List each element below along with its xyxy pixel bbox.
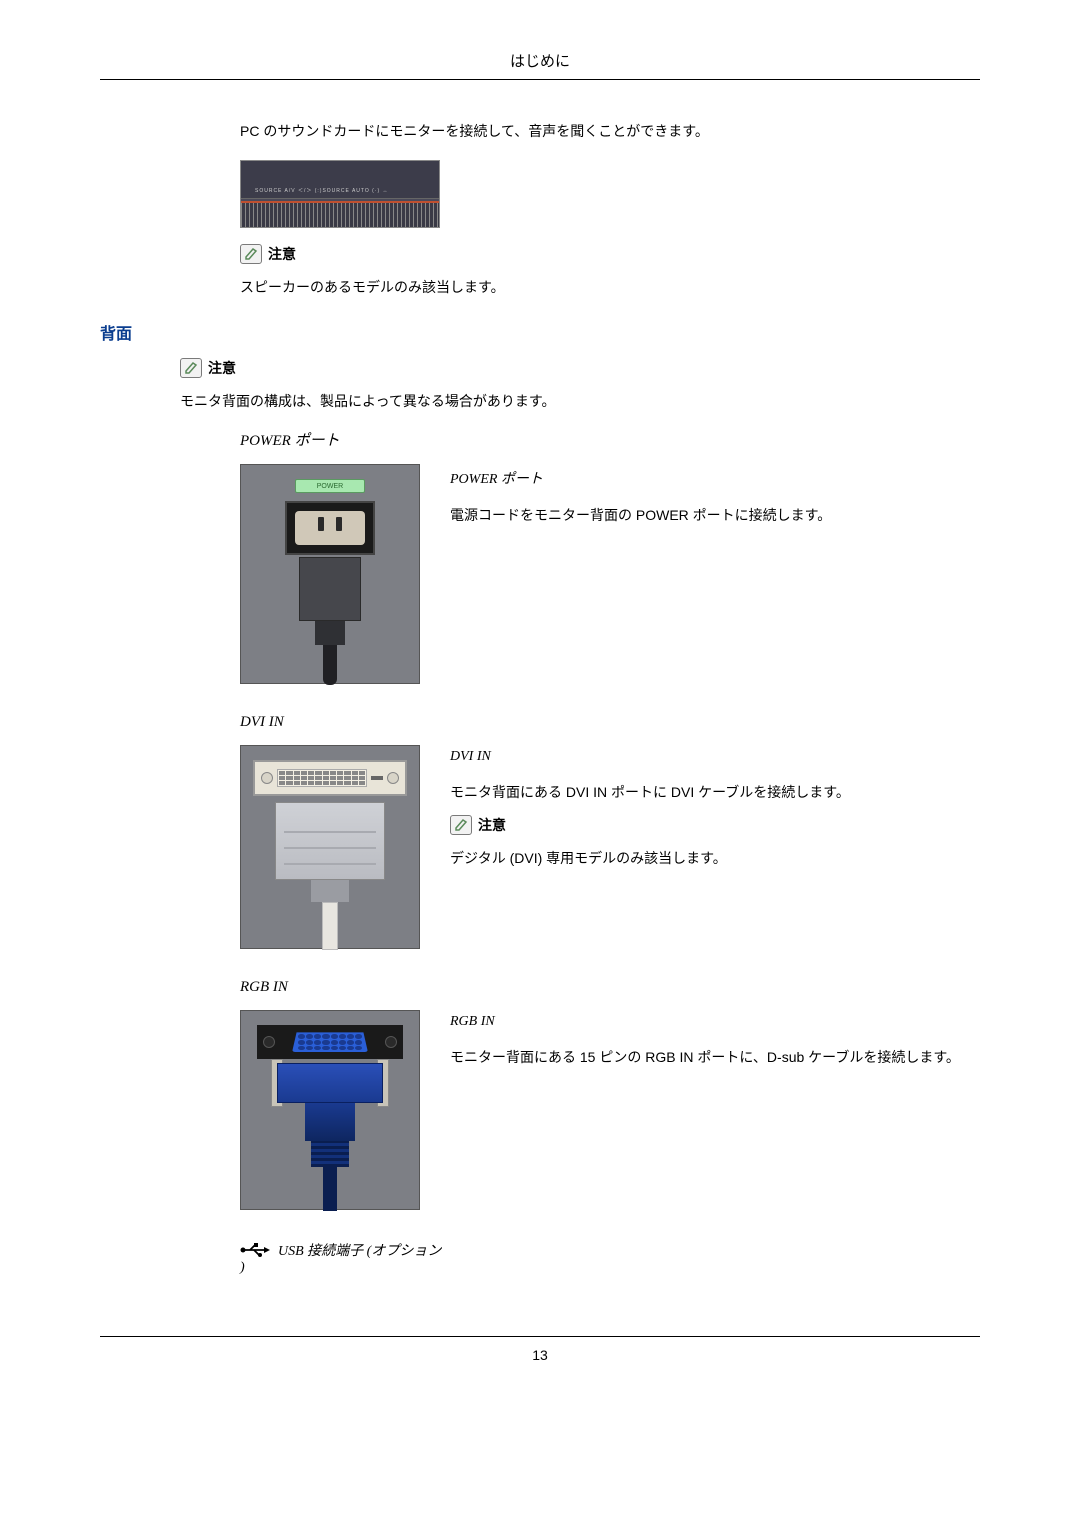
section-note: 注意 — [180, 358, 980, 378]
port-dvi-desc-title: DVI IN — [450, 749, 980, 765]
port-rgb-section: RGB IN RGB IN モニター背面にある 15 ピンの RGB IN ポー… — [240, 979, 980, 1210]
port-usb-title-line2: ) — [240, 1260, 980, 1276]
port-rgb-desc-title: RGB IN — [450, 1014, 980, 1030]
port-dvi-section: DVI IN — [240, 714, 980, 949]
intro-note-label: 注意 — [268, 244, 296, 264]
usb-icon — [240, 1242, 270, 1258]
page-footer: 13 — [100, 1336, 980, 1363]
usb-title-prefix: USB 接続端子 ( — [278, 1244, 371, 1259]
power-label-on-img: POWER — [295, 479, 365, 493]
page-number: 13 — [532, 1347, 548, 1363]
port-rgb-desc-text: モニター背面にある 15 ピンの RGB IN ポートに、D-sub ケーブルを… — [450, 1046, 980, 1070]
port-power-section: POWER ポート POWER POWER ポート 電源コードをモニター背面の … — [240, 429, 980, 684]
section-note-text: モニタ背面の構成は、製品によって異なる場合があります。 — [180, 390, 980, 414]
intro-note: 注意 — [240, 244, 980, 264]
port-dvi-desc-text: モニタ背面にある DVI IN ポートに DVI ケーブルを接続します。 — [450, 781, 980, 805]
note-icon — [450, 815, 472, 835]
port-rgb-illustration — [240, 1010, 420, 1210]
dvi-note-label: 注意 — [478, 815, 506, 835]
port-dvi-title: DVI IN — [240, 714, 980, 731]
port-dvi-illustration — [240, 745, 420, 949]
speaker-illustration: SOURCE A/V ＜/＞ (:)SOURCE AUTO (·) ↔ — [240, 160, 440, 228]
port-power-illustration: POWER — [240, 464, 420, 684]
usb-title-suffix: ) — [240, 1260, 245, 1275]
port-usb-section: USB 接続端子 (オプション ) — [240, 1240, 980, 1276]
port-power-desc-title: POWER ポート — [450, 468, 980, 488]
port-power-desc-text: 電源コードをモニター背面の POWER ポートに接続します。 — [450, 504, 980, 528]
note-icon — [180, 358, 202, 378]
port-rgb-title: RGB IN — [240, 979, 980, 996]
note-icon — [240, 244, 262, 264]
intro-text: PC のサウンドカードにモニターを接続して、音声を聞くことができます。 — [240, 120, 980, 144]
speaker-labels-text: SOURCE A/V ＜/＞ (:)SOURCE AUTO (·) ↔ — [255, 187, 425, 194]
intro-block: PC のサウンドカードにモニターを接続して、音声を聞くことができます。 SOUR… — [240, 120, 980, 300]
dvi-note: 注意 — [450, 815, 980, 835]
port-usb-title: USB 接続端子 (オプション — [278, 1240, 441, 1260]
dvi-note-text: デジタル (DVI) 専用モデルのみ該当します。 — [450, 847, 980, 871]
section-heading-rear: 背面 — [100, 320, 980, 344]
section-note-label: 注意 — [208, 358, 236, 378]
port-power-title: POWER ポート — [240, 429, 980, 450]
section-note-block: 注意 モニタ背面の構成は、製品によって異なる場合があります。 — [180, 358, 980, 414]
usb-title-middle: オプション — [371, 1244, 441, 1259]
intro-note-text: スピーカーのあるモデルのみ該当します。 — [240, 276, 980, 300]
page-header-title: はじめに — [100, 50, 980, 80]
